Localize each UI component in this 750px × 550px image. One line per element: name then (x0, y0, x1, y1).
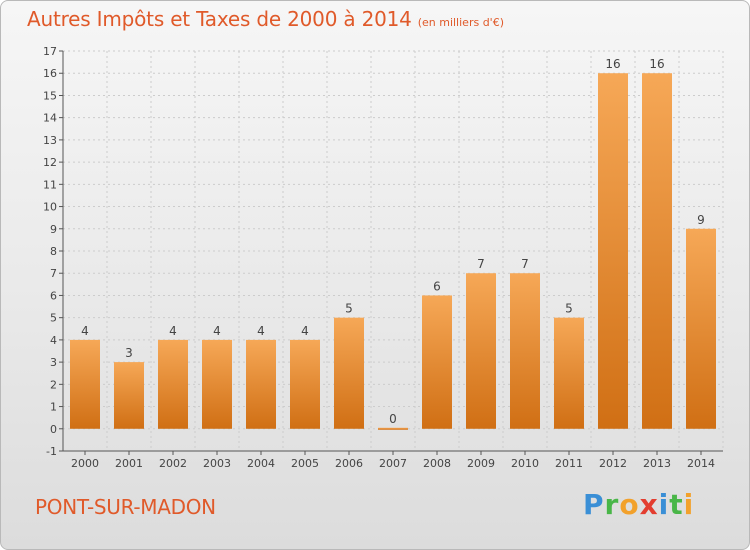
x-tick-label: 2002 (159, 457, 187, 470)
y-tick-label: 9 (50, 223, 57, 236)
y-tick-label: 14 (43, 112, 57, 125)
x-tick-label: 2012 (599, 457, 627, 470)
y-tick-label: 2 (50, 378, 57, 391)
y-tick-label: 5 (50, 312, 57, 325)
bar (202, 339, 232, 429)
data-label: 16 (605, 57, 620, 71)
data-label: 6 (433, 279, 441, 293)
chart-title-block: Autres Impôts et Taxes de 2000 à 2014 (en… (27, 7, 504, 31)
data-label: 16 (649, 57, 664, 71)
x-tick-label: 2014 (687, 457, 715, 470)
logo-letter: P (583, 488, 605, 521)
y-tick-label: -1 (46, 445, 57, 458)
x-tick-label: 2001 (115, 457, 143, 470)
y-tick-label: 10 (43, 201, 57, 214)
chart-unit: (en milliers d'€) (417, 16, 504, 29)
data-label: 4 (301, 324, 309, 338)
x-tick-label: 2008 (423, 457, 451, 470)
bar (466, 273, 496, 429)
x-tick-label: 2009 (467, 457, 495, 470)
data-label: 7 (521, 257, 529, 271)
y-tick-label: 6 (50, 289, 57, 302)
logo-letter: i (658, 488, 670, 521)
y-tick-label: 7 (50, 267, 57, 280)
x-tick-label: 2013 (643, 457, 671, 470)
data-label: 0 (389, 412, 397, 426)
logo-letter: t (669, 488, 684, 521)
x-tick-label: 2005 (291, 457, 319, 470)
y-tick-label: 12 (43, 156, 57, 169)
bar (334, 317, 364, 429)
location-name: PONT-SUR-MADON (35, 495, 216, 519)
data-label: 5 (565, 302, 573, 316)
x-tick-label: 2007 (379, 457, 407, 470)
data-label: 4 (213, 324, 221, 338)
bar (642, 73, 672, 429)
x-tick-label: 2006 (335, 457, 363, 470)
bar (290, 339, 320, 429)
bar (422, 295, 452, 429)
y-tick-label: 8 (50, 245, 57, 258)
y-tick-label: 1 (50, 401, 57, 414)
data-label: 4 (169, 324, 177, 338)
chart-title: Autres Impôts et Taxes de 2000 à 2014 (27, 7, 412, 31)
y-tick-label: 17 (43, 45, 57, 58)
x-tick-label: 2010 (511, 457, 539, 470)
y-tick-label: 3 (50, 356, 57, 369)
bar (686, 228, 716, 429)
bar (70, 339, 100, 429)
x-tick-label: 2000 (71, 457, 99, 470)
data-label: 4 (81, 324, 89, 338)
data-label: 3 (125, 346, 133, 360)
bar (598, 73, 628, 429)
logo-letter: x (639, 488, 659, 521)
proxiti-logo: Proxiti (583, 488, 694, 521)
bar (158, 339, 188, 429)
x-tick-label: 2004 (247, 457, 275, 470)
data-label: 5 (345, 302, 353, 316)
bar (510, 273, 540, 429)
logo-letter: o (619, 488, 640, 521)
y-tick-label: 0 (50, 423, 57, 436)
y-tick-label: 13 (43, 134, 57, 147)
x-tick-label: 2011 (555, 457, 583, 470)
bar (378, 427, 408, 430)
logo-letter: i (683, 488, 695, 521)
logo-letter: r (604, 488, 620, 521)
bar (246, 339, 276, 429)
bar (554, 317, 584, 429)
data-label: 7 (477, 257, 485, 271)
y-tick-label: 11 (43, 178, 57, 191)
data-label: 9 (697, 213, 705, 227)
x-tick-label: 2003 (203, 457, 231, 470)
y-tick-label: 15 (43, 89, 57, 102)
bar (114, 362, 144, 429)
y-tick-label: 16 (43, 67, 57, 80)
data-label: 4 (257, 324, 265, 338)
y-tick-label: 4 (50, 334, 57, 347)
